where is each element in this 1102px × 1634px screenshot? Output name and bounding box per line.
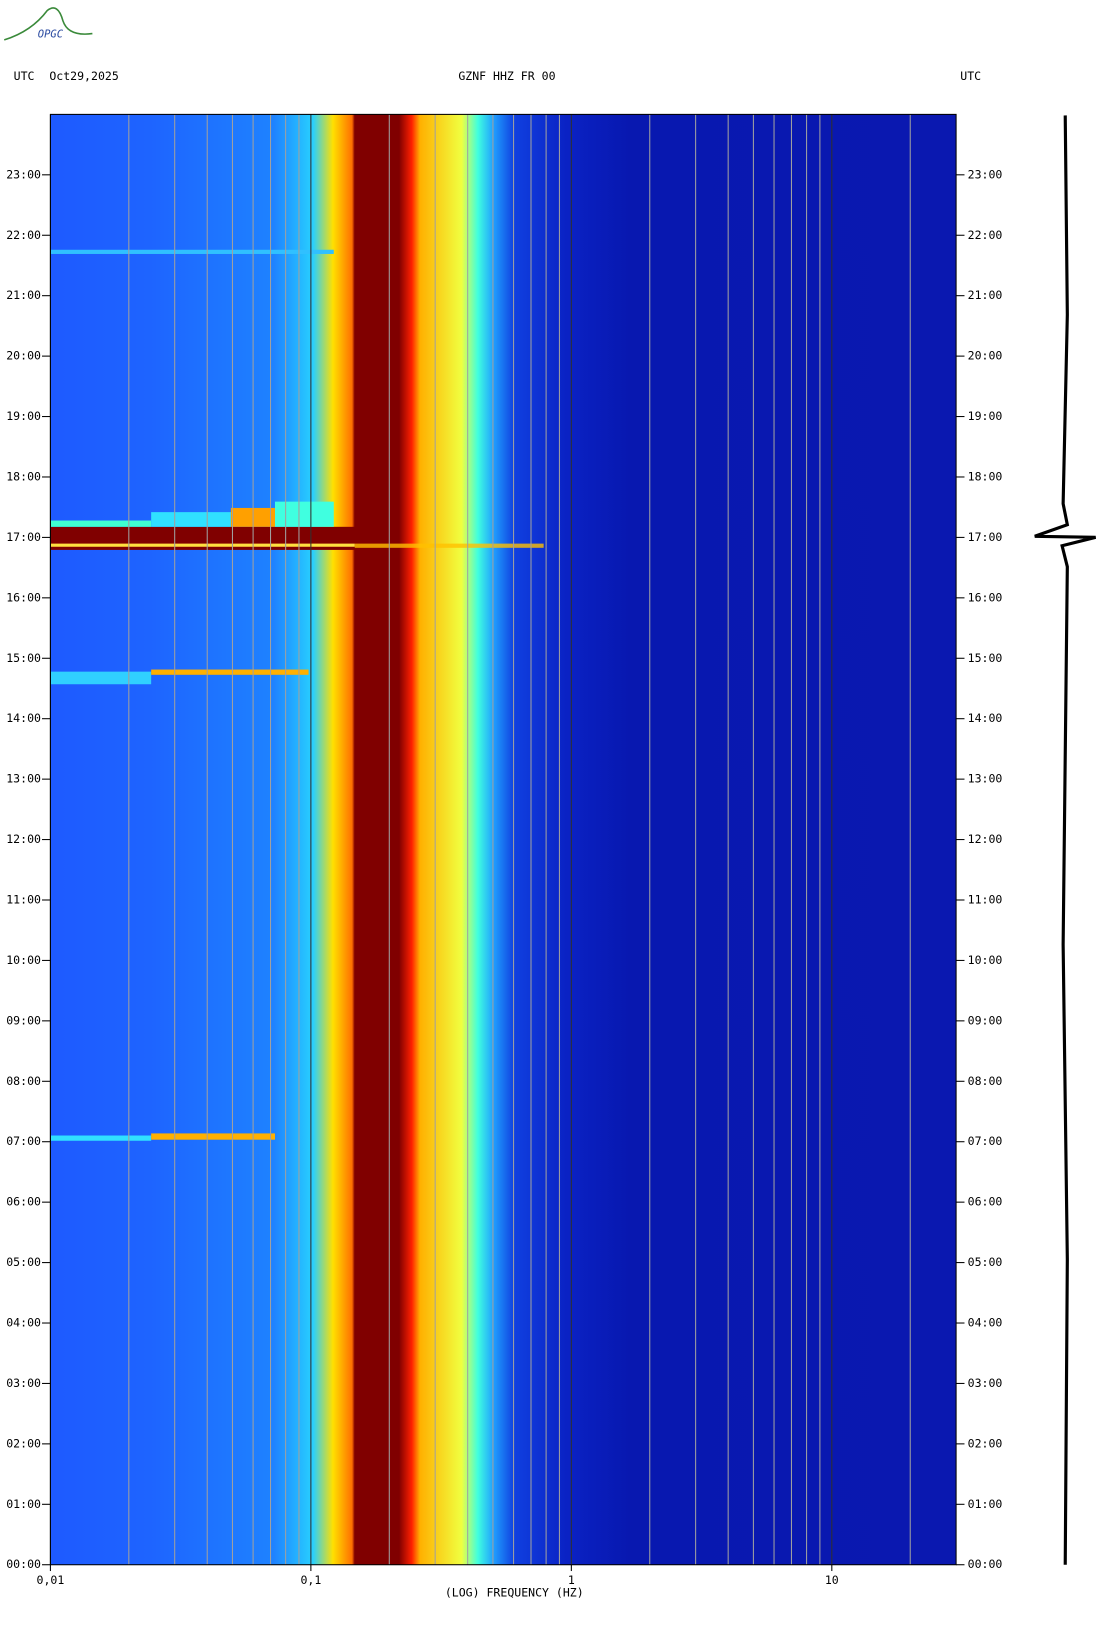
y-tick-label: 01:00 bbox=[6, 1497, 41, 1511]
logo-text: OPGC bbox=[38, 29, 64, 41]
y-tick-label: 03:00 bbox=[968, 1376, 1003, 1390]
y-tick-label: 12:00 bbox=[6, 832, 41, 846]
y-tick-label: 07:00 bbox=[968, 1134, 1003, 1148]
y-tick-label: 11:00 bbox=[6, 892, 41, 906]
y-tick-label: 08:00 bbox=[6, 1074, 41, 1088]
x-tick-label: 1 bbox=[568, 1573, 575, 1587]
y-tick-label: 13:00 bbox=[968, 772, 1003, 786]
event bbox=[50, 249, 544, 1141]
x-tick-label: 0,1 bbox=[300, 1573, 321, 1587]
y-tick-label: 10:00 bbox=[968, 953, 1003, 967]
y-tick-label: 06:00 bbox=[968, 1195, 1003, 1209]
y-tick-label: 04:00 bbox=[6, 1316, 41, 1330]
y-tick-label: 12:00 bbox=[968, 832, 1003, 846]
y-tick-label: 03:00 bbox=[6, 1376, 41, 1390]
y-tick-label: 19:00 bbox=[968, 409, 1003, 423]
y-tick-label: 16:00 bbox=[6, 590, 41, 604]
y-tick-label: 17:00 bbox=[6, 530, 41, 544]
y-tick-label: 14:00 bbox=[968, 711, 1003, 725]
y-tick-label: 18:00 bbox=[968, 469, 1003, 483]
y-tick-label: 02:00 bbox=[6, 1436, 41, 1450]
y-tick-label: 15:00 bbox=[968, 651, 1003, 665]
y-tick-label: 05:00 bbox=[6, 1255, 41, 1269]
x-axis-label: (LOG) FREQUENCY (HZ) bbox=[445, 1586, 584, 1600]
date: Oct29,2025 bbox=[49, 69, 118, 83]
y-tick-label: 18:00 bbox=[6, 469, 41, 483]
y-tick-label: 20:00 bbox=[968, 349, 1003, 363]
x-tick-label: 10 bbox=[825, 1573, 839, 1587]
seismogram bbox=[1034, 115, 1097, 1565]
y-tick-label: 14:00 bbox=[6, 711, 41, 725]
x-tick-label: 0,01 bbox=[37, 1573, 65, 1587]
y-tick-label: 22:00 bbox=[6, 228, 41, 242]
y-tick-label: 11:00 bbox=[968, 892, 1003, 906]
logo: OPGC bbox=[4, 7, 93, 41]
y-tick-label: 04:00 bbox=[968, 1316, 1003, 1330]
y-tick-label: 16:00 bbox=[968, 590, 1003, 604]
right-label: UTC bbox=[960, 69, 981, 83]
y-tick-label: 02:00 bbox=[968, 1436, 1003, 1450]
y-tick-label: 21:00 bbox=[968, 288, 1003, 302]
y-tick-label: 05:00 bbox=[968, 1255, 1003, 1269]
chart-title: GZNF HHZ FR 00 bbox=[458, 69, 555, 83]
y-tick-label: 09:00 bbox=[968, 1013, 1003, 1027]
y-tick-label: 07:00 bbox=[6, 1134, 41, 1148]
y-tick-label: 19:00 bbox=[6, 409, 41, 423]
left-label: UTC bbox=[14, 69, 35, 83]
y-tick-label: 21:00 bbox=[6, 288, 41, 302]
y-tick-label: 23:00 bbox=[968, 167, 1003, 181]
y-tick-label: 08:00 bbox=[968, 1074, 1003, 1088]
y-tick-label: 13:00 bbox=[6, 772, 41, 786]
y-tick-label: 17:00 bbox=[968, 530, 1003, 544]
y-tick-label: 22:00 bbox=[968, 228, 1003, 242]
y-tick-label: 10:00 bbox=[6, 953, 41, 967]
y-tick-label: 01:00 bbox=[968, 1497, 1003, 1511]
y-tick-label: 00:00 bbox=[6, 1557, 41, 1571]
y-tick-label: 20:00 bbox=[6, 349, 41, 363]
y-tick-label: 23:00 bbox=[6, 167, 41, 181]
spectrogram bbox=[50, 114, 957, 1565]
y-tick-label: 06:00 bbox=[6, 1195, 41, 1209]
y-tick-label: 09:00 bbox=[6, 1013, 41, 1027]
y-tick-label: 00:00 bbox=[968, 1557, 1003, 1571]
y-tick-label: 15:00 bbox=[6, 651, 41, 665]
plot-frame bbox=[49, 113, 957, 1566]
